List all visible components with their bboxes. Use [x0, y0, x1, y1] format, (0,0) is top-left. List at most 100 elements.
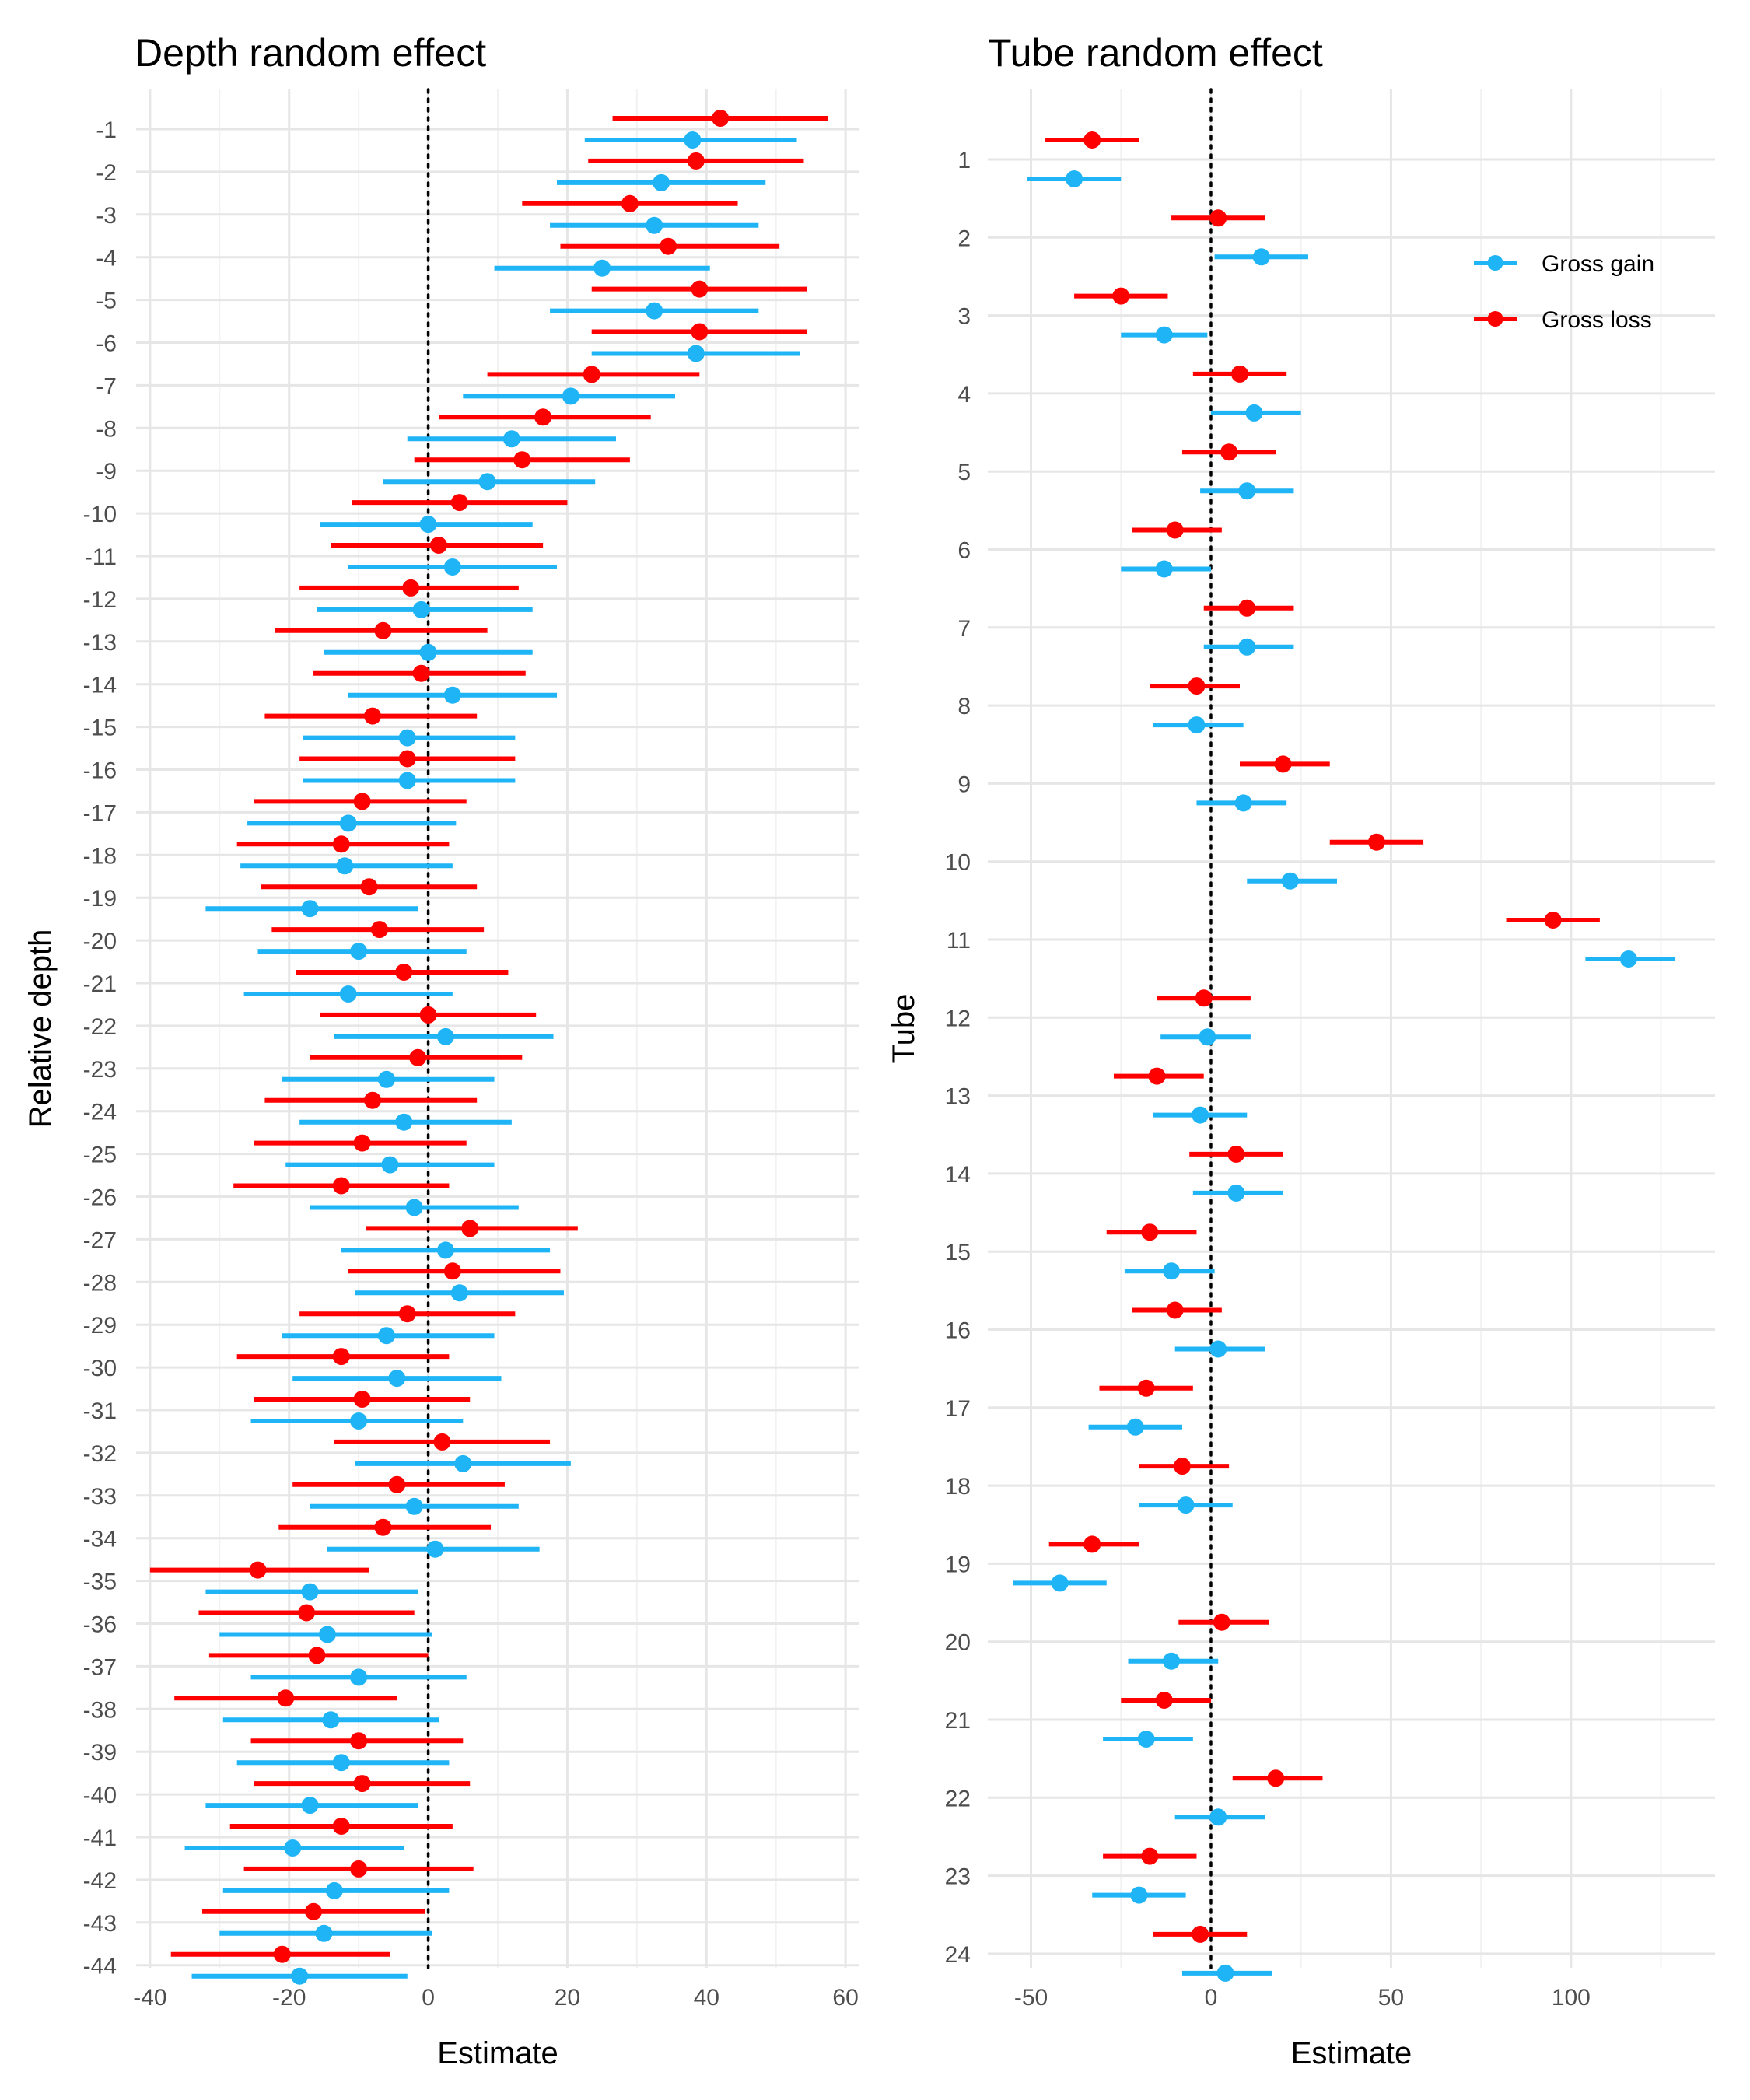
- depth-x-tick-label: -40: [133, 1985, 166, 2011]
- depth-point-gross-loss: [429, 537, 447, 554]
- depth-y-tick-label: -15: [83, 716, 117, 741]
- depth-y-tick-label: -42: [83, 1868, 117, 1894]
- depth-point-gross-loss: [370, 921, 388, 939]
- tube-x-tick-label: 50: [1378, 1985, 1404, 2011]
- depth-point-gross-gain: [436, 1241, 454, 1259]
- tube-y-tick-label: 13: [945, 1084, 971, 1110]
- depth-y-tick-label: -20: [83, 929, 117, 954]
- depth-point-gross-gain: [291, 1967, 309, 1985]
- depth-point-gross-gain: [419, 516, 437, 534]
- depth-y-tick-label: -25: [83, 1143, 117, 1168]
- depth-point-gross-gain: [478, 473, 496, 491]
- tube-point-gross-gain: [1252, 248, 1270, 266]
- depth-panel-title: Depth random effect: [135, 31, 486, 75]
- depth-x-tick-label: 20: [555, 1985, 580, 2011]
- depth-point-gross-loss: [461, 1220, 479, 1237]
- depth-y-tick-label: -10: [83, 502, 117, 527]
- tube-y-tick-label: 5: [957, 460, 971, 485]
- depth-y-tick-label: -39: [83, 1740, 117, 1766]
- depth-point-gross-gain: [454, 1454, 472, 1472]
- tube-point-gross-gain: [1137, 1731, 1155, 1748]
- tube-y-tick-label: 12: [945, 1006, 971, 1031]
- depth-point-gross-gain: [301, 1583, 319, 1601]
- tube-point-gross-loss: [1231, 365, 1249, 383]
- tube-point-gross-loss: [1137, 1379, 1155, 1397]
- tube-point-gross-gain: [1130, 1886, 1148, 1904]
- tube-y-tick-label: 17: [945, 1396, 971, 1422]
- tube-point-gross-loss: [1166, 521, 1184, 539]
- depth-point-gross-gain: [301, 900, 319, 918]
- tube-point-gross-loss: [1192, 1925, 1209, 1943]
- legend-label-gross-loss: Gross loss: [1542, 307, 1652, 333]
- tube-y-tick-label: 14: [945, 1162, 971, 1188]
- depth-point-gross-gain: [450, 1284, 468, 1302]
- depth-y-tick-label: -9: [96, 459, 117, 485]
- tube-y-tick-label: 1: [957, 148, 971, 173]
- tube-y-tick-label: 15: [945, 1240, 971, 1265]
- depth-y-tick-labels: -1 -2 -3 -4 -5 -6 -7 -8 -9 -10 -11 -12 -13 -14 -15 -16 -…: [83, 117, 117, 1979]
- legend-label-gross-gain: Gross gain: [1542, 251, 1654, 277]
- tube-point-gross-gain: [1199, 1028, 1216, 1046]
- depth-point-gross-loss: [687, 152, 705, 170]
- tube-y-tick-label: 11: [947, 928, 971, 954]
- tube-point-gross-loss: [1195, 989, 1213, 1007]
- depth-point-gross-loss: [350, 1732, 368, 1750]
- depth-point-gross-gain: [377, 1070, 395, 1088]
- tube-point-gross-gain: [1155, 326, 1173, 344]
- depth-y-tick-label: -33: [83, 1484, 117, 1510]
- legend-swatch-dot-gross-loss: [1487, 311, 1503, 327]
- depth-point-gross-loss: [353, 793, 371, 810]
- depth-point-gross-gain: [646, 302, 663, 320]
- tube-point-gross-loss: [1544, 912, 1562, 929]
- depth-panel: -1 -2 -3 -4 -5 -6 -7 -8 -9 -10 -11 -12 -13 -14 -15 -16 -…: [23, 31, 859, 2070]
- depth-grid: [136, 89, 859, 1968]
- tube-point-gross-loss: [1227, 1145, 1245, 1163]
- tube-x-axis-title: Estimate: [1291, 2036, 1412, 2070]
- depth-y-tick-label: -43: [83, 1911, 117, 1937]
- depth-y-tick-label: -44: [83, 1954, 117, 1979]
- legend-item-gross-gain: Gross gain: [1474, 251, 1654, 277]
- tube-point-gross-gain: [1245, 404, 1263, 422]
- tube-y-tick-label: 6: [957, 538, 971, 564]
- depth-y-tick-label: -14: [83, 673, 117, 698]
- depth-point-gross-gain: [436, 1027, 454, 1045]
- tube-point-gross-loss: [1166, 1301, 1184, 1319]
- depth-point-gross-loss: [388, 1475, 406, 1493]
- depth-point-gross-loss: [332, 1348, 350, 1366]
- depth-point-gross-loss: [353, 1391, 371, 1408]
- depth-point-gross-loss: [409, 1048, 427, 1066]
- depth-point-gross-gain: [350, 943, 368, 961]
- depth-y-axis-title: Relative depth: [23, 929, 58, 1129]
- depth-point-gross-gain: [315, 1924, 333, 1942]
- depth-point-gross-loss: [332, 1177, 350, 1195]
- tube-point-gross-gain: [1234, 794, 1252, 812]
- tube-point-gross-gain: [1126, 1418, 1144, 1436]
- depth-y-tick-label: -18: [83, 843, 117, 869]
- tube-point-gross-gain: [1051, 1574, 1069, 1592]
- depth-point-gross-gain: [325, 1881, 343, 1899]
- depth-y-tick-label: -30: [83, 1356, 117, 1381]
- depth-y-tick-label: -23: [83, 1057, 117, 1083]
- depth-x-tick-labels: -40 -20 0 20 40 60: [133, 1985, 859, 2011]
- depth-point-gross-loss: [398, 1305, 416, 1323]
- depth-y-tick-label: -16: [83, 758, 117, 784]
- tube-point-gross-loss: [1188, 677, 1206, 695]
- tube-point-gross-gain: [1192, 1106, 1209, 1124]
- tube-y-tick-label: 21: [945, 1708, 971, 1734]
- depth-y-tick-label: -22: [83, 1014, 117, 1040]
- depth-point-gross-gain: [405, 1497, 423, 1515]
- depth-y-tick-label: -5: [96, 289, 117, 314]
- depth-y-tick-label: -32: [83, 1441, 117, 1467]
- tube-point-gross-gain: [1155, 560, 1173, 578]
- depth-y-tick-label: -3: [96, 203, 117, 229]
- depth-point-gross-gain: [398, 729, 416, 747]
- depth-y-tick-label: -13: [83, 630, 117, 656]
- depth-point-gross-gain: [419, 643, 437, 661]
- depth-point-gross-gain: [332, 1754, 350, 1772]
- depth-point-gross-loss: [353, 1775, 371, 1793]
- tube-point-gross-loss: [1274, 755, 1292, 773]
- depth-point-gross-loss: [353, 1134, 371, 1152]
- depth-x-tick-label: -20: [272, 1985, 306, 2011]
- tube-y-tick-label: 18: [945, 1474, 971, 1500]
